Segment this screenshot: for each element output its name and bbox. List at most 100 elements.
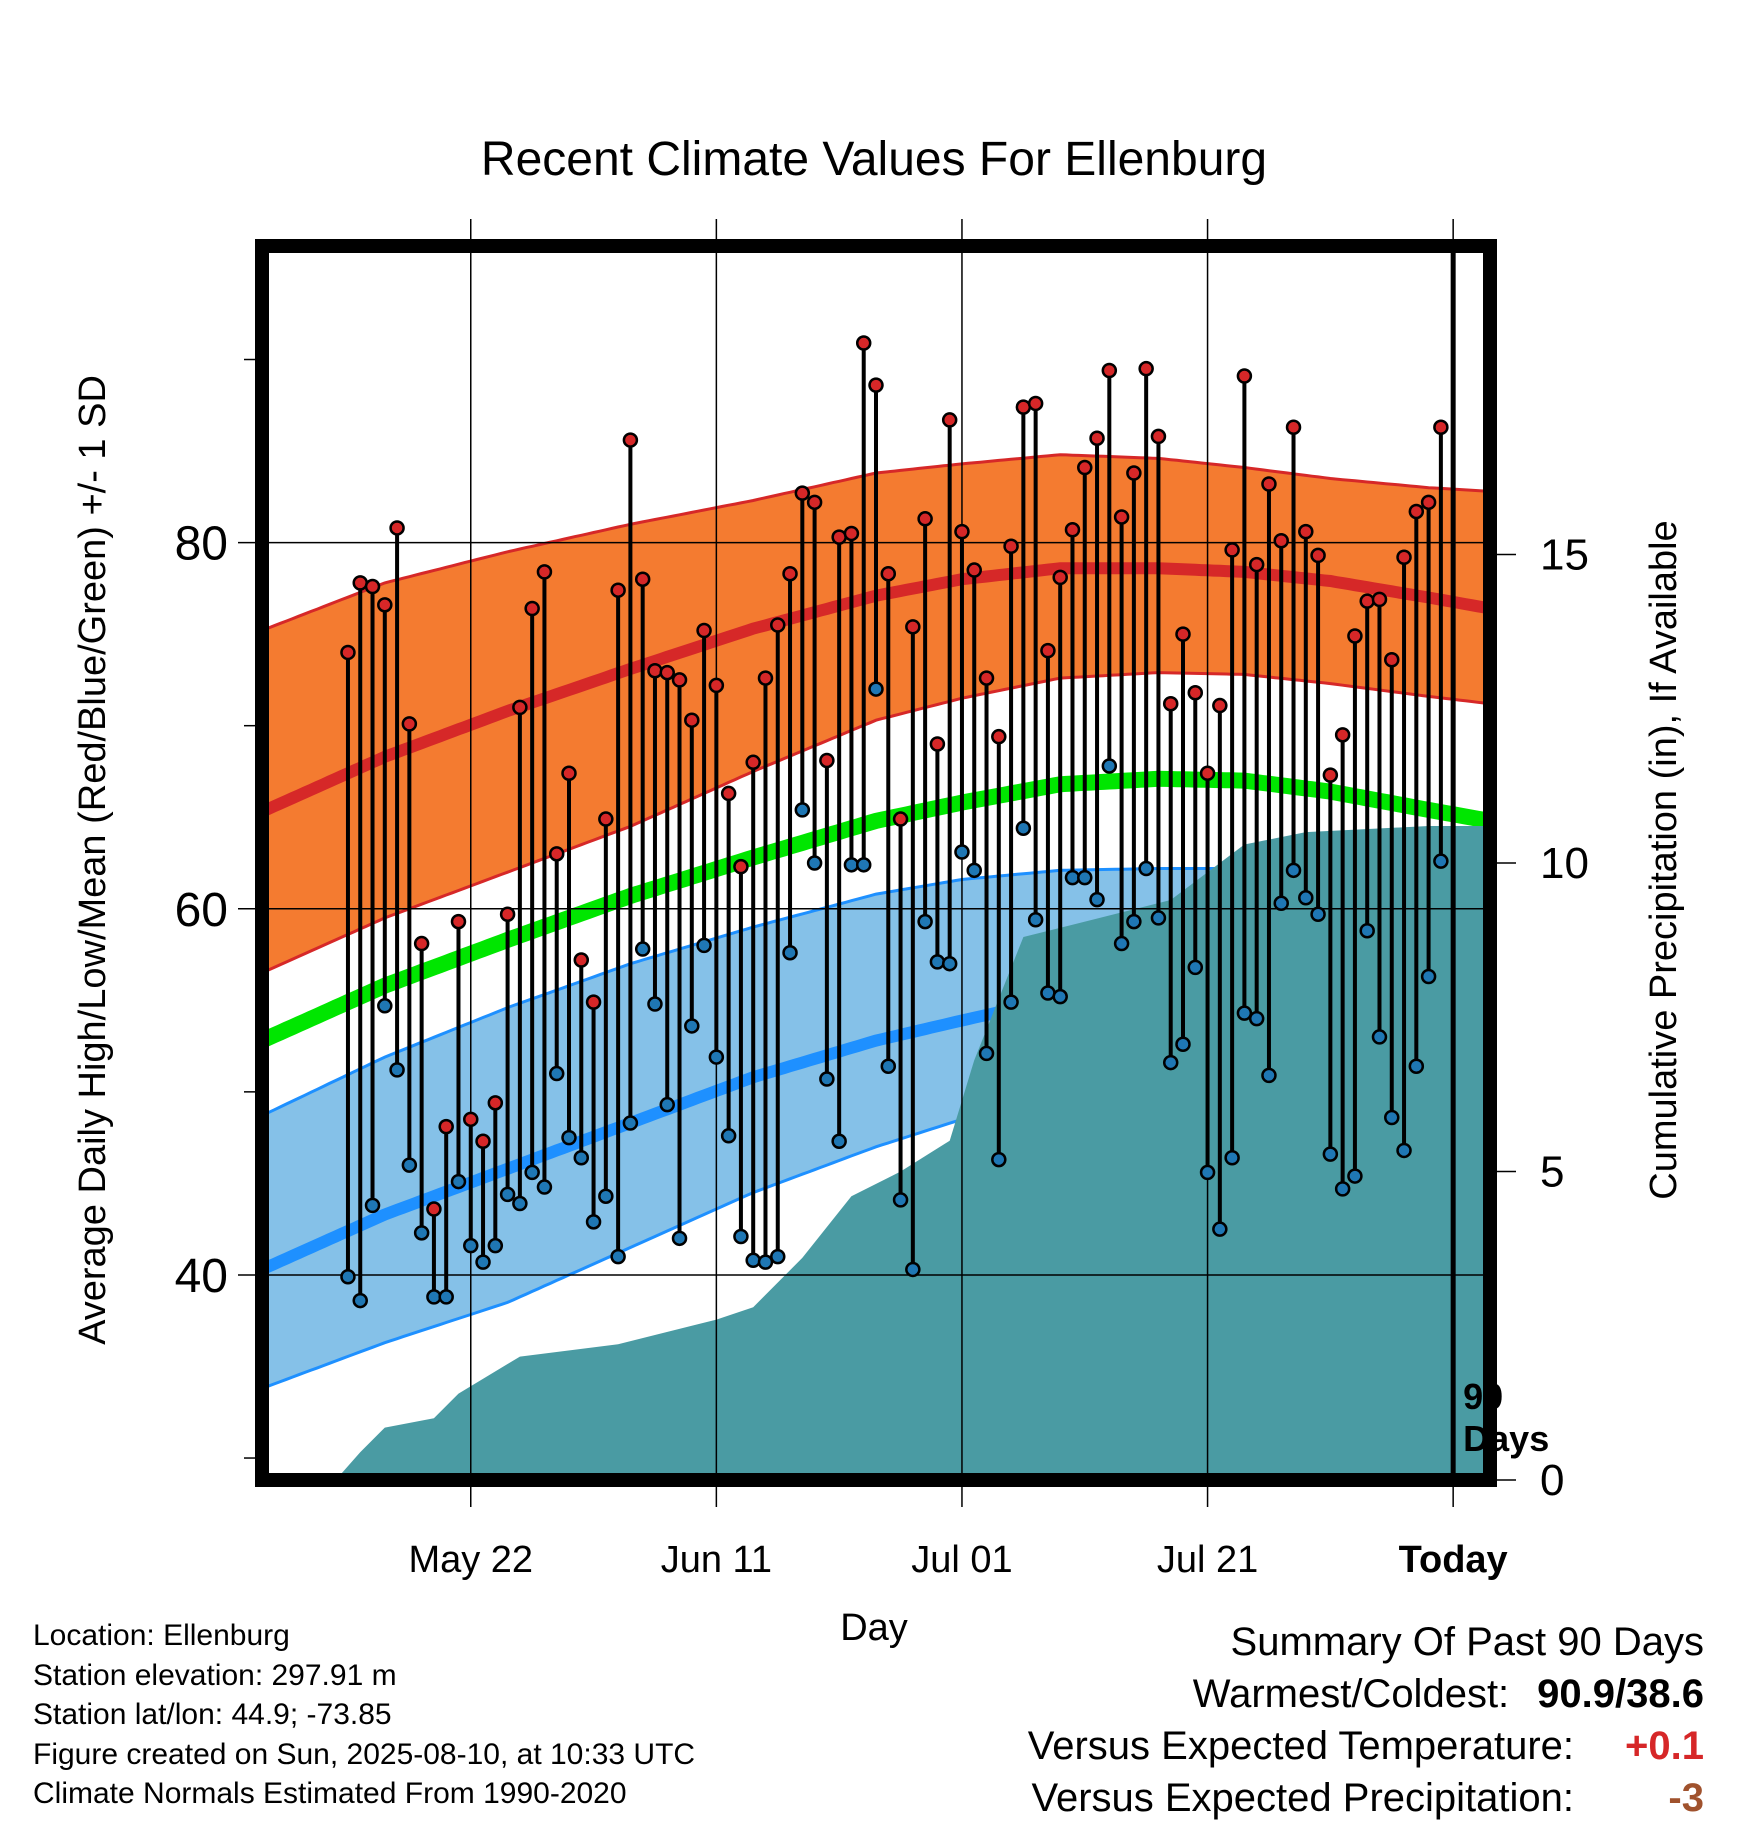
- y-tick-label: 80: [175, 518, 228, 571]
- daily-high-point: [684, 712, 700, 728]
- daily-high-point: [1310, 547, 1326, 564]
- daily-high-point: [1162, 695, 1179, 712]
- daily-high-point: [548, 846, 565, 862]
- daily-high-point: [978, 670, 995, 686]
- daily-low-point: [1371, 1029, 1388, 1045]
- daily-low-point: [573, 1150, 590, 1166]
- daily-low-point: [905, 1261, 921, 1278]
- daily-low-point: [941, 955, 958, 972]
- daily-high-point: [610, 582, 626, 598]
- precip-vs-expected-label: Versus Expected Precipitation:: [1031, 1776, 1574, 1820]
- daily-low-point: [1347, 1168, 1363, 1184]
- daily-high-point: [1433, 419, 1449, 436]
- daily-high-point: [1322, 767, 1339, 783]
- daily-high-point: [708, 677, 725, 694]
- daily-high-point: [340, 644, 356, 661]
- info-elevation: Station elevation: 297.91 m: [33, 1658, 397, 1692]
- daily-low-point: [524, 1164, 540, 1181]
- daily-low-point: [745, 1252, 761, 1269]
- temp-vs-expected-label: Versus Expected Temperature:: [1027, 1724, 1574, 1768]
- station-info: Location: Ellenburg Station elevation: 2…: [33, 1616, 695, 1814]
- daily-low-point: [794, 802, 811, 818]
- daily-low-point: [868, 681, 884, 697]
- daily-high-point: [991, 728, 1007, 745]
- daily-low-point: [487, 1237, 504, 1254]
- daily-low-point: [671, 1230, 688, 1247]
- daily-high-point: [819, 752, 835, 769]
- summary-warmest-coldest: Warmest/Coldest: 90.9/38.6: [1028, 1668, 1704, 1720]
- daily-high-point: [855, 335, 872, 351]
- daily-low-point: [1384, 1109, 1400, 1126]
- daily-low-point: [499, 1186, 516, 1203]
- daily-low-point: [1003, 994, 1019, 1010]
- daily-high-point: [929, 736, 946, 752]
- daily-high-point: [1138, 360, 1154, 377]
- daily-high-point: [426, 1201, 442, 1217]
- daily-high-point: [659, 664, 675, 681]
- daily-high-point: [1040, 642, 1056, 659]
- daily-low-point: [1322, 1146, 1339, 1162]
- daily-high-point: [450, 913, 467, 930]
- daily-high-point: [1396, 549, 1412, 565]
- daily-low-point: [1175, 1036, 1191, 1053]
- daily-low-point: [463, 1237, 479, 1254]
- y-axis-label-right: Cumulative Precipitation (in), If Availa…: [1643, 520, 1685, 1199]
- daily-low-point: [782, 944, 798, 961]
- daily-high-point: [1285, 419, 1302, 436]
- daily-low-point: [364, 1197, 381, 1214]
- daily-high-point: [880, 565, 897, 582]
- daily-high-point: [1371, 591, 1388, 608]
- daily-low-point: [450, 1173, 467, 1190]
- daily-low-point: [1040, 985, 1056, 1001]
- x-axis-label: Day: [840, 1607, 908, 1649]
- daily-low-point: [536, 1179, 553, 1195]
- daily-high-point: [745, 754, 761, 771]
- daily-low-point: [708, 1049, 725, 1065]
- daily-high-point: [1027, 395, 1044, 412]
- y2-tick-label: 5: [1540, 1148, 1564, 1197]
- daily-high-point: [917, 511, 933, 527]
- summary-heading: Summary Of Past 90 Days: [1230, 1620, 1704, 1664]
- y2-tick-label: 15: [1540, 531, 1589, 580]
- daily-high-point: [1334, 727, 1351, 743]
- daily-high-point: [696, 622, 712, 639]
- daily-low-point: [1298, 890, 1314, 906]
- daily-high-point: [1064, 522, 1081, 538]
- daily-high-point: [806, 494, 823, 511]
- daily-low-point: [880, 1058, 897, 1074]
- daily-high-point: [794, 485, 811, 501]
- daily-low-point: [340, 1269, 356, 1285]
- daily-high-point: [1077, 459, 1093, 476]
- daily-high-point: [757, 670, 774, 686]
- daily-high-point: [622, 432, 639, 448]
- daily-low-point: [819, 1071, 835, 1087]
- daily-high-point: [1052, 569, 1068, 586]
- warmest-coldest-label: Warmest/Coldest:: [1192, 1672, 1510, 1716]
- daily-low-point: [413, 1225, 430, 1241]
- daily-high-point: [487, 1095, 504, 1111]
- daily-high-point: [941, 412, 958, 428]
- info-location: Location: Ellenburg: [33, 1619, 290, 1652]
- daily-high-point: [585, 994, 602, 1010]
- daily-high-point: [1236, 368, 1253, 384]
- x-tick-label: Jul 21: [1157, 1539, 1258, 1581]
- daily-low-point: [1150, 910, 1167, 926]
- daily-low-point: [598, 1188, 614, 1204]
- daily-low-point: [585, 1214, 602, 1230]
- daily-high-point: [1126, 465, 1142, 481]
- x-tick-label: Today: [1399, 1539, 1508, 1581]
- info-latlon: Station lat/lon: 44.9; -73.85: [33, 1698, 392, 1731]
- daily-low-point: [892, 1192, 909, 1208]
- daily-low-point: [1408, 1058, 1425, 1074]
- daily-low-point: [1285, 862, 1302, 879]
- daily-high-point: [389, 520, 405, 536]
- daily-low-point: [770, 1248, 786, 1265]
- y-axis-label-left: Average Daily High/Low/Mean (Red/Blue/Gr…: [72, 375, 114, 1345]
- daily-high-point: [647, 663, 663, 679]
- daily-low-point: [806, 855, 823, 871]
- daily-high-point: [1015, 399, 1032, 415]
- daily-low-point: [352, 1292, 368, 1309]
- daily-low-point: [1027, 912, 1044, 928]
- chart-title: Recent Climate Values For Ellenburg: [481, 133, 1267, 186]
